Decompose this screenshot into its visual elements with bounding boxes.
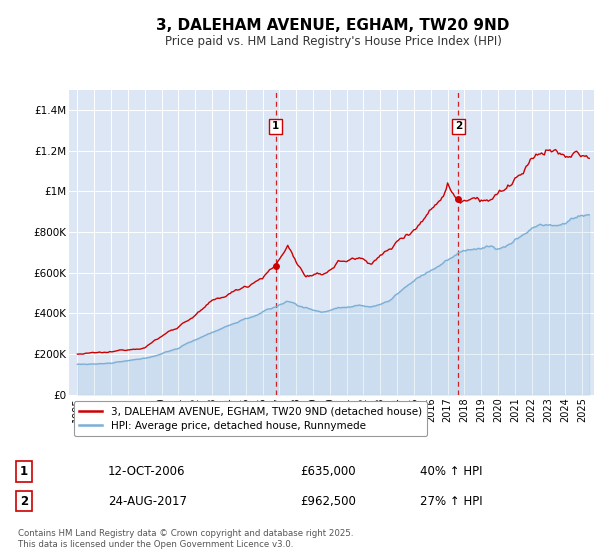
- Text: 12-OCT-2006: 12-OCT-2006: [108, 465, 185, 478]
- Legend: 3, DALEHAM AVENUE, EGHAM, TW20 9ND (detached house), HPI: Average price, detache: 3, DALEHAM AVENUE, EGHAM, TW20 9ND (deta…: [74, 402, 427, 436]
- Text: 1: 1: [272, 121, 279, 131]
- Text: £635,000: £635,000: [300, 465, 356, 478]
- Text: 1: 1: [20, 465, 28, 478]
- Text: £962,500: £962,500: [300, 494, 356, 508]
- Text: 24-AUG-2017: 24-AUG-2017: [108, 494, 187, 508]
- Text: 40% ↑ HPI: 40% ↑ HPI: [420, 465, 482, 478]
- Text: Contains HM Land Registry data © Crown copyright and database right 2025.
This d: Contains HM Land Registry data © Crown c…: [18, 529, 353, 549]
- Text: 2: 2: [20, 494, 28, 508]
- Text: 3, DALEHAM AVENUE, EGHAM, TW20 9ND: 3, DALEHAM AVENUE, EGHAM, TW20 9ND: [157, 18, 509, 32]
- Text: 27% ↑ HPI: 27% ↑ HPI: [420, 494, 482, 508]
- Text: Price paid vs. HM Land Registry's House Price Index (HPI): Price paid vs. HM Land Registry's House …: [164, 35, 502, 49]
- Text: 2: 2: [455, 121, 462, 131]
